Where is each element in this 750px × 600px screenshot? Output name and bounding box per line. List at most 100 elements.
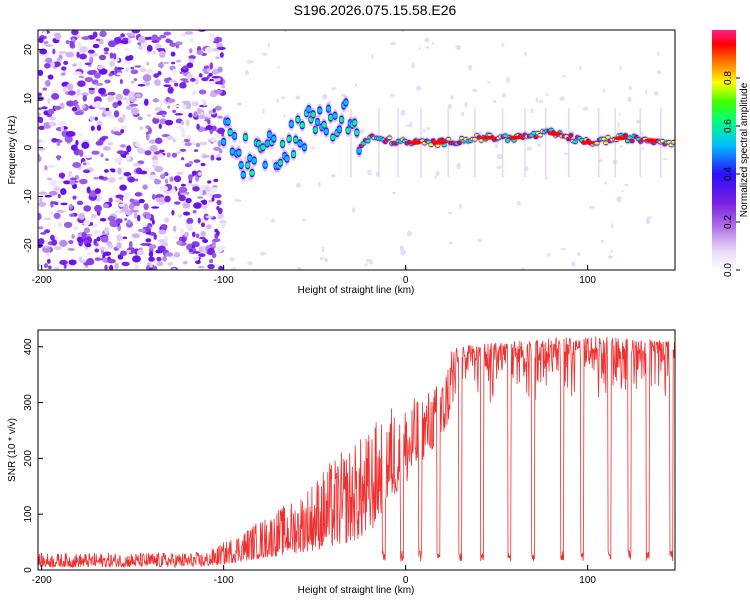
spectrogram-cell — [83, 227, 91, 234]
spectrogram-cell — [496, 165, 503, 170]
spectrogram-cell — [246, 60, 253, 64]
spectrogram-cell — [71, 234, 75, 239]
spectrogram-cell — [159, 201, 164, 206]
spectrogram-ridge-core — [328, 114, 333, 121]
spectrogram-hotspot — [644, 138, 659, 143]
spectrogram-cell — [38, 238, 45, 245]
spectrogram-cell — [151, 40, 160, 43]
spectrogram-x-tick-label: -100 — [214, 275, 234, 286]
spectrogram-cell — [156, 261, 164, 267]
colorbar: 0.0 0.2 0.4 0.6 0.8 Normalized spectral ampl… — [712, 30, 750, 277]
spectrogram-cell — [159, 50, 166, 59]
spectrogram-cell — [311, 146, 316, 150]
spectrogram-cell — [561, 74, 566, 78]
spectrogram-cell — [84, 243, 92, 248]
spectrogram-cell — [45, 57, 53, 64]
spectrogram-cell — [42, 87, 48, 91]
spectrogram-cell — [44, 217, 52, 221]
spectrogram-cell — [129, 198, 135, 203]
snr-x-label: Height of straight line (km) — [298, 585, 415, 596]
spectrogram-cell — [392, 191, 396, 195]
spectrogram-cell — [124, 47, 128, 51]
spectrogram-cell — [65, 130, 75, 137]
spectrogram-cell — [173, 175, 182, 183]
spectrogram-cell — [448, 241, 453, 245]
spectrogram-cell — [50, 201, 59, 204]
spectrogram-cell — [75, 139, 79, 146]
spectrogram-cell — [98, 54, 107, 61]
spectrogram-cell — [219, 220, 227, 224]
spectrogram-cell — [187, 134, 191, 140]
spectrogram-cell — [42, 140, 46, 144]
spectrogram-cell — [137, 160, 145, 165]
spectrogram-cell — [126, 219, 132, 225]
spectrogram-cell — [236, 102, 243, 106]
spectrogram-cell — [114, 156, 123, 164]
spectrogram-cell — [212, 40, 220, 44]
spectrogram-cell — [234, 199, 240, 202]
spectrogram-cell — [76, 200, 84, 206]
spectrogram-ridge-core — [324, 128, 329, 135]
spectrogram-cell — [179, 228, 184, 236]
spectrogram-streak — [350, 108, 352, 177]
spectrogram-ridge-core — [225, 119, 231, 125]
spectrogram-cell — [205, 184, 210, 188]
spectrogram-cell — [94, 257, 102, 262]
spectrogram-cell — [162, 255, 167, 262]
spectrogram-cell — [197, 265, 205, 269]
spectrogram-cell — [409, 121, 413, 128]
spectrogram-cell — [58, 50, 67, 55]
spectrogram-cell — [48, 190, 58, 196]
spectrogram-cell — [72, 63, 78, 67]
spectrogram-cell — [126, 32, 135, 37]
spectrogram-cell — [205, 124, 213, 130]
spectrogram-cell — [175, 59, 182, 63]
spectrogram-ridge-core — [221, 139, 226, 145]
spectrogram-cell — [108, 197, 113, 203]
spectrogram-ridge-core — [265, 140, 270, 147]
spectrogram-cell — [148, 139, 157, 144]
spectrogram-cell — [210, 154, 215, 161]
spectrogram-cell — [538, 99, 544, 104]
page-title: S196.2026.075.15.58.E26 — [293, 2, 457, 18]
spectrogram-cell — [133, 78, 138, 82]
spectrogram-cell — [99, 218, 107, 222]
spectrogram-x-tick-label: 0 — [403, 275, 409, 286]
spectrogram-cell — [187, 174, 193, 181]
spectrogram-cell — [464, 102, 468, 108]
spectrogram-cell — [180, 127, 185, 135]
colorbar-tick-label: 0.0 — [723, 263, 734, 277]
spectrogram-cell — [472, 88, 478, 93]
spectrogram-cell — [165, 252, 174, 257]
spectrogram-cell — [104, 52, 109, 55]
spectrogram-cell — [69, 213, 75, 217]
spectrogram-cell — [64, 135, 73, 143]
spectrogram-cell — [186, 62, 194, 69]
spectrogram-cell — [399, 245, 404, 252]
spectrogram-cell — [112, 101, 119, 109]
spectrogram-cell — [174, 41, 183, 46]
spectrogram-cell — [641, 147, 645, 150]
spectrogram-cell — [497, 153, 504, 160]
spectrogram-cell — [56, 209, 65, 213]
spectrogram-cell — [137, 83, 146, 87]
spectrogram-hotspot — [480, 135, 495, 140]
spectrogram-cell — [169, 176, 174, 183]
spectrogram-hotspot — [507, 135, 522, 140]
spectrogram-ridge-core — [623, 133, 628, 137]
spectrogram-cell — [351, 206, 356, 213]
spectrogram-cell — [211, 252, 217, 259]
spectrogram-cell — [122, 88, 130, 96]
spectrogram-cell — [656, 70, 662, 75]
spectrogram-cell — [186, 73, 193, 79]
spectrogram-cell — [115, 194, 124, 199]
spectrogram-cell — [201, 99, 206, 103]
spectrogram-cell — [142, 74, 152, 82]
spectrogram-cell — [322, 93, 328, 100]
spectrogram-cell — [178, 186, 188, 193]
spectrogram-ridge-core — [439, 138, 445, 142]
spectrogram-y-tick-label: -10 — [23, 189, 34, 204]
spectrogram-cell — [38, 92, 43, 97]
spectrogram-cell — [324, 257, 328, 263]
spectrogram-cell — [51, 89, 59, 93]
